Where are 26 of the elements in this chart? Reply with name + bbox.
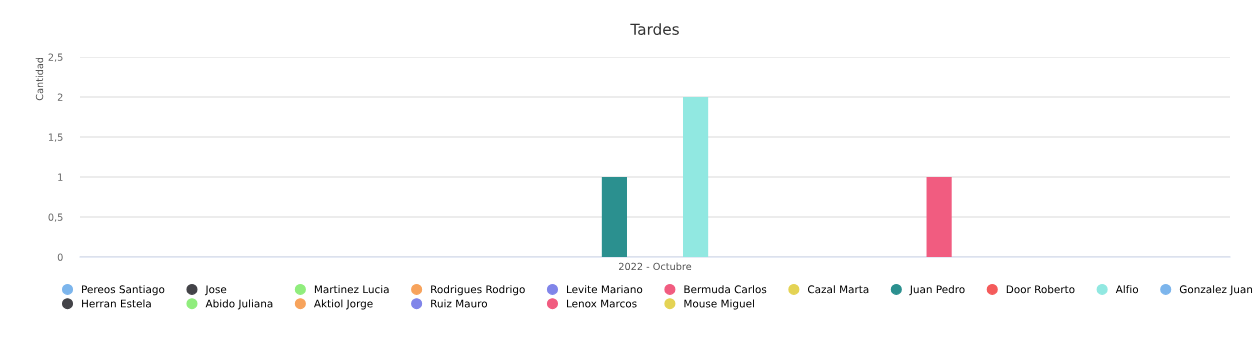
y-axis-title: Cantidad <box>35 57 44 101</box>
legend-label: Herran Estela <box>82 299 151 308</box>
legend-label: Gonzalez Juan <box>1179 285 1253 296</box>
chart-title: Tardes <box>630 23 679 35</box>
legend-label: Martinez Lucia <box>314 285 389 294</box>
legend-label: Alfio <box>1115 285 1139 294</box>
legend-label: Cazal Marta <box>807 285 869 294</box>
legend-label: Levite Mariano <box>567 285 643 294</box>
y-tick-label: 1,5 <box>48 133 63 142</box>
y-tick-label: 0 <box>57 253 63 261</box>
legend-label: Bermuda Carlos <box>684 285 767 294</box>
legend-label: Jose <box>204 285 227 296</box>
legend-label: Aktiol Jorge <box>313 299 373 310</box>
legend-label: Abido Juliana <box>205 299 273 310</box>
legend-label: Ruiz Mauro <box>431 299 488 308</box>
x-tick-label: 2022 - Octubre <box>619 262 692 271</box>
y-tick-label: 2 <box>57 93 63 101</box>
legend-label: Juan Pedro <box>909 285 965 296</box>
legend-label: Lenox Marcos <box>567 299 637 308</box>
legend-label: Rodrigues Rodrigo <box>431 285 525 296</box>
legend-label: Door Roberto <box>1006 285 1075 294</box>
y-tick-label: 2,5 <box>48 53 63 62</box>
y-tick-label: 1 <box>58 173 63 181</box>
legend-label: Pereos Santiago <box>82 285 165 296</box>
y-tick-label: 0,5 <box>48 213 63 222</box>
legend-label: Mouse Miguel <box>684 299 754 310</box>
